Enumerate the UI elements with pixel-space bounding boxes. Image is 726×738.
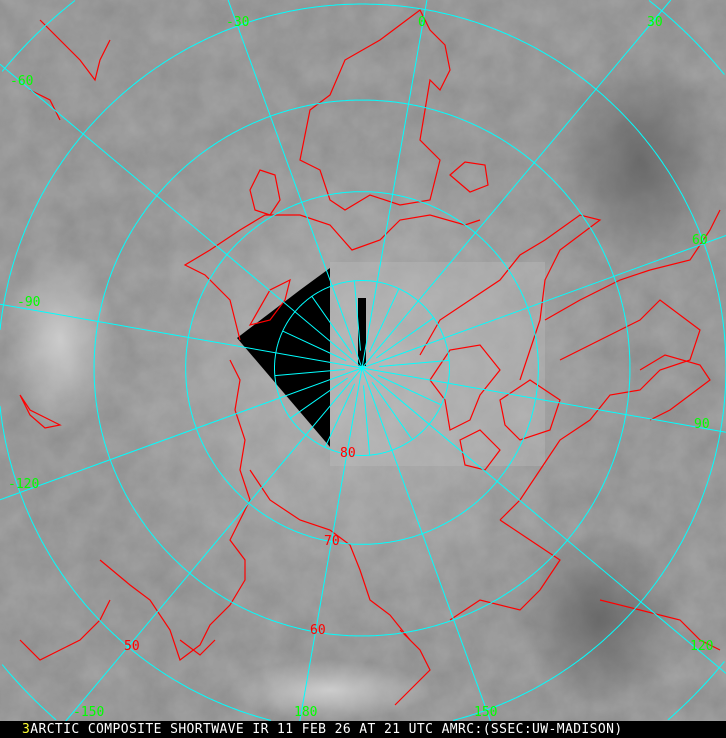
coast-novaya-zemlya	[248, 278, 291, 326]
longitude-label: 180	[294, 705, 317, 720]
caption-text: ARCTIC COMPOSITE SHORTWAVE IR 11 FEB 26 …	[30, 722, 623, 737]
meridian-line-minor	[379, 359, 450, 367]
meridian-line	[361, 367, 726, 433]
coast-lake-baikal	[19, 394, 62, 429]
longitude-label: 150	[474, 705, 497, 720]
latitude-circle-40	[1, 0, 725, 721]
meridian-line	[0, 303, 363, 369]
coast-canadian-archipelago	[429, 344, 561, 471]
meridian-line-minor	[311, 296, 353, 354]
coast-chukotka	[249, 469, 411, 641]
latitude-circle-70	[185, 191, 539, 545]
meridian-line	[0, 63, 363, 369]
meridian-line-minor	[282, 330, 347, 362]
meridian-line	[0, 367, 363, 501]
arctic-composite-map: 80 70 60 50 0 30 60 90 120 150 180 -150 -120 -90 -60 -3…	[0, 0, 726, 721]
longitude-label: -60	[10, 74, 33, 89]
latitude-circle-50	[0, 3, 726, 721]
grid-labels: 80 70 60 50 0 30 60 90 120 150 180 -150 -120 -90 -60 -3…	[8, 15, 713, 720]
meridian-line-minor	[363, 385, 371, 456]
frame-number: 3	[22, 722, 31, 737]
longitude-label: 30	[647, 15, 663, 30]
coast-siberia-north	[183, 214, 481, 341]
longitude-label: -150	[73, 705, 104, 720]
meridian-line-minor	[368, 288, 400, 353]
meridian-line	[299, 367, 363, 721]
latitude-label: 70	[324, 534, 340, 549]
meridian-line-minor	[376, 317, 434, 359]
latitude-label: 50	[124, 639, 140, 654]
meridian-line	[361, 235, 726, 369]
coast-uk	[249, 169, 281, 216]
coast-iceland	[449, 161, 489, 193]
longitude-label: 120	[690, 639, 713, 654]
meridian-line	[361, 0, 428, 369]
lat-lon-grid	[0, 0, 726, 721]
longitude-label: -30	[226, 15, 249, 30]
latitude-label: 80	[340, 446, 356, 461]
coast-alaska	[449, 519, 721, 651]
meridian-line	[361, 0, 672, 369]
coast-kamchatka	[394, 629, 431, 706]
meridian-line	[361, 367, 726, 674]
meridian-line	[361, 367, 491, 721]
meridian-line-minor	[290, 377, 348, 419]
meridian-line-minor	[377, 374, 442, 406]
meridian-line	[227, 0, 363, 369]
meridian-line	[65, 367, 363, 721]
missing-data-wedge	[237, 268, 330, 447]
longitude-label: -120	[8, 477, 39, 492]
longitude-label: -90	[17, 295, 40, 310]
coast-hudson-bay	[639, 354, 711, 421]
image-caption-bar: 3ARCTIC COMPOSITE SHORTWAVE IR 11 FEB 26…	[0, 721, 726, 738]
longitude-label: 60	[692, 233, 708, 248]
coast-greenland	[419, 214, 602, 381]
longitude-label: 90	[694, 417, 710, 432]
coast-siberia-east	[99, 359, 251, 661]
latitude-circle-60	[93, 99, 631, 637]
latitude-circle-80	[274, 280, 450, 456]
meridian-line-minor	[371, 382, 413, 440]
coast-canada-mainland	[499, 209, 721, 521]
meridian-line-minor	[274, 369, 345, 377]
coast-north-america-east	[29, 19, 111, 121]
coastlines	[19, 9, 721, 706]
meridian-line-minor	[353, 280, 361, 351]
latitude-label: 60	[310, 623, 326, 638]
coast-sakhalin-japan	[19, 599, 216, 661]
meridian-line-minor	[324, 383, 356, 448]
coast-scandinavia	[299, 9, 451, 211]
longitude-label: 0	[418, 15, 426, 30]
